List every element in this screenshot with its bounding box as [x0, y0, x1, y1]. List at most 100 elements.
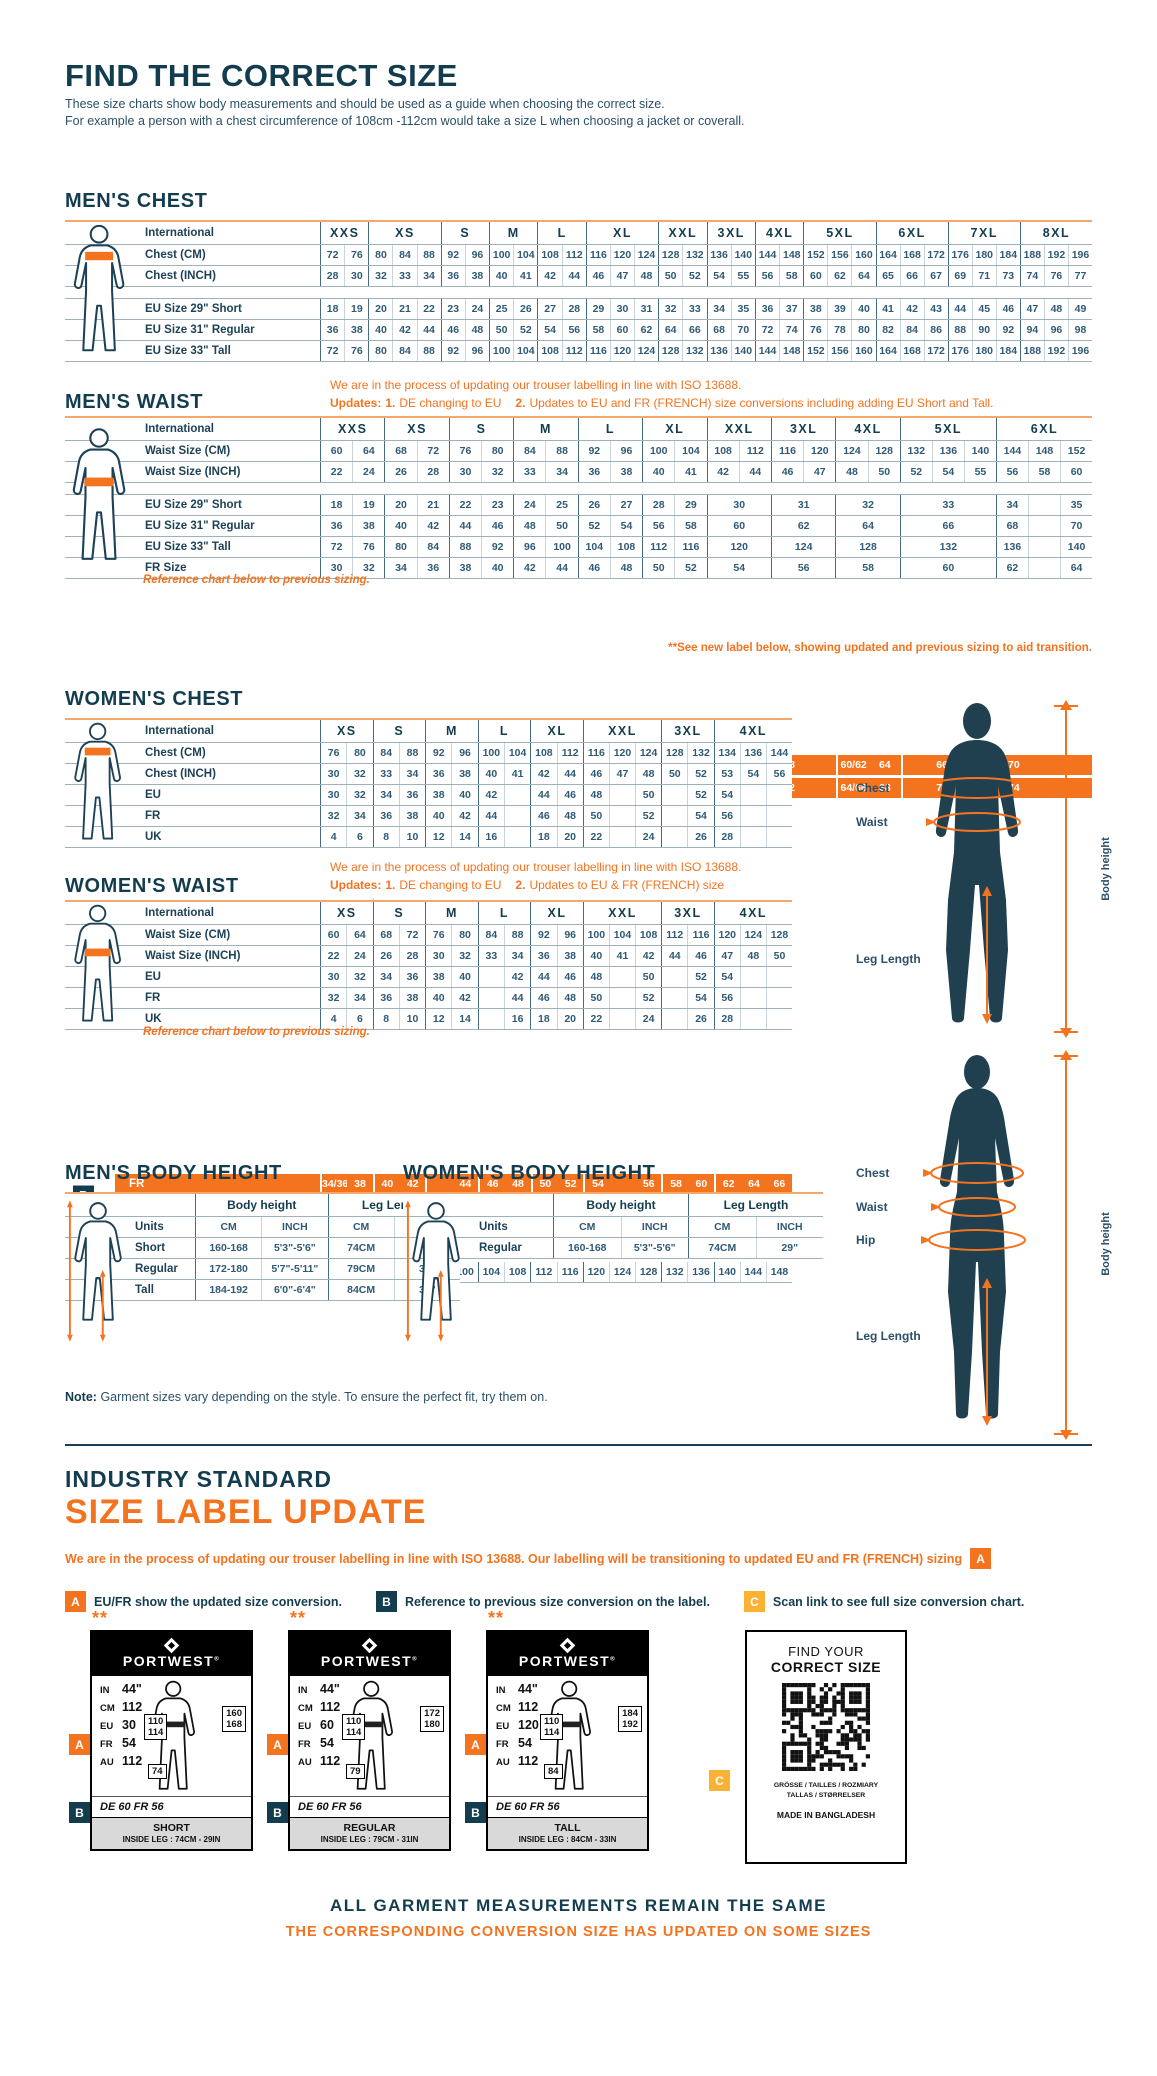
label-size-row: CM 112 [298, 1700, 341, 1714]
mens-measurement-figure: Chest Waist Leg Length Body height [856, 696, 1112, 1042]
height-measure-box: 160 168 [222, 1706, 246, 1732]
legacy-size-row: DE 60 FR 56 [92, 1796, 251, 1817]
badge-b: B [465, 1802, 486, 1823]
leg-measure-box: 79 [346, 1764, 365, 1779]
table-row: EU Size 33" Tall 72 76 80 84 88 92 96 100 104 108 1… [65, 341, 1092, 362]
industry-paragraph: We are in the process of updating our tr… [65, 1548, 1092, 1569]
table-header-row: International XXS XS S M L XL XXL 3XL 4XL 5XL 6XL [65, 416, 1092, 441]
legend-item-a: A EU/FR show the updated size conversion… [65, 1591, 342, 1612]
label-size-row: EU 60 [298, 1718, 334, 1732]
badge-c: C [743, 1591, 765, 1612]
row-label: EU Size 29" Short [145, 499, 242, 511]
row-label: Chest (INCH) [145, 768, 216, 780]
row-label: Waist Size (INCH) [145, 466, 241, 478]
male-chest-figure-icon [73, 224, 125, 352]
chest-label: Chest [856, 781, 890, 795]
portwest-label: PORTWEST® IN 44" CM 112 EU 60 FR 54 AU 112 110 114 17… [288, 1630, 451, 1851]
label-figure-icon [151, 1680, 195, 1790]
female-waist-figure-icon [74, 904, 121, 1022]
inside-leg: INSIDE LEG : 84CM - 33IN [518, 1835, 617, 1844]
row-label: Units [479, 1221, 508, 1233]
label-size-row: AU 112 [100, 1754, 143, 1768]
table-row: FR 34/36 38 40 42 44 46 48 50 52 54 56 58 60 62 64 66 [115, 1174, 792, 1194]
portwest-diamond-icon [361, 1637, 378, 1653]
row-label: Waist Size (INCH) [145, 950, 241, 962]
brand-name: PORTWEST® [320, 1652, 419, 1669]
intro-line-2: For example a person with a chest circum… [65, 114, 745, 128]
table-header-row: International XXS XS S M L XL XXL 3XL 4XL 5XL 6XL 7X… [65, 220, 1092, 245]
female-chest-figure-icon [74, 722, 121, 840]
row-label: International [145, 725, 215, 737]
row-label: EU Size 31" Regular [145, 324, 255, 336]
hip-label: Hip [856, 1233, 876, 1247]
mens-body-height-title: MEN'S BODY HEIGHT [65, 1162, 282, 1184]
waist-label: Waist [856, 1200, 888, 1214]
label-figure-icon [349, 1680, 393, 1790]
label-size-row: EU 120 [496, 1718, 539, 1732]
portwest-logo: PORTWEST® [92, 1632, 251, 1676]
portwest-logo: PORTWEST® [488, 1632, 647, 1676]
womens-waist-title: WOMEN'S WAIST [65, 875, 239, 897]
table-row: EU Size 31" Regular 36 38 40 42 44 46 48 50 52 54 5… [65, 516, 1092, 537]
row-label: International [145, 423, 215, 435]
table-header-row: International XS S M L XL XXL 3XL 4XL [65, 718, 792, 743]
body-height-section: MEN'S BODY HEIGHT Body height Leg L [65, 1162, 1092, 1362]
table-row: EU 30 32 34 36 38 40 42 44 46 48 50 52 54 [65, 785, 792, 806]
industry-kicker: INDUSTRY STANDARD [65, 1466, 333, 1492]
chest-label: Chest [856, 1166, 890, 1180]
label-size-row: FR 54 [496, 1736, 532, 1750]
waist-measure-box: 110 114 [144, 1714, 168, 1740]
label-footer: SHORT INSIDE LEG : 74CM - 29IN [92, 1817, 251, 1849]
label-size-row: AU 112 [496, 1754, 539, 1768]
industry-section: INDUSTRY STANDARD SIZE LABEL UPDATE We a… [65, 1466, 1092, 1612]
brand-name: PORTWEST® [122, 1652, 221, 1669]
row-label: Tall [135, 1284, 154, 1296]
mens-chest-size-table: International XXS XS S M L XL XXL 3XL 4XL 5XL 6XL 7X… [65, 220, 1092, 362]
womens-chest-title: WOMEN'S CHEST [65, 688, 244, 710]
label-body: IN 44" CM 112 EU 120 FR 54 AU 112 110 114 184 192 84 [488, 1676, 647, 1796]
size-label-card: ** A B PORTWEST® IN 44" CM 112 EU 60 FR 54 AU 112 110 1… [267, 1608, 451, 1851]
womens-waist-section: We are in the process of updating our tr… [65, 858, 792, 1283]
row-label: International [145, 227, 215, 239]
qr-correct-text: CORRECT SIZE [770, 1659, 882, 1675]
table-row: Waist Size (INCH) 22 24 26 28 30 32 33 34 36 38 40 4… [65, 946, 792, 967]
table-row: Waist Size (CM) 60 64 68 72 76 80 84 88 92 96 100 10… [65, 925, 792, 946]
mens-chest-title: MEN'S CHEST [65, 190, 208, 212]
inside-leg: INSIDE LEG : 74CM - 29IN [122, 1835, 221, 1844]
legend-row: A EU/FR show the updated size conversion… [65, 1591, 1092, 1612]
label-footer: REGULAR INSIDE LEG : 79CM - 31IN [290, 1817, 449, 1849]
portwest-label: PORTWEST® IN 44" CM 112 EU 30 FR 54 AU 112 110 114 16… [90, 1630, 253, 1851]
row-label: Regular [479, 1242, 522, 1254]
row-label: EU Size 31" Regular [145, 520, 255, 532]
qr-code [782, 1683, 870, 1771]
table-row: EU Size 29" Short 18 19 20 21 22 23 24 25 26 27 28 2… [65, 299, 1092, 320]
fit-name: SHORT [153, 1822, 190, 1834]
womens-body-height-title: WOMEN'S BODY HEIGHT [403, 1162, 656, 1184]
table-row: Regular 160-168 5'3"-5'6" 74CM 29" [403, 1238, 823, 1259]
womens-measurement-figure: Chest Waist Hip Leg Length Body height [856, 1044, 1112, 1444]
table-row: FR 32 34 36 38 40 42 44 46 48 50 52 54 56 [65, 806, 792, 827]
stars-marker: ** [290, 1608, 307, 1628]
mens-waist-section: We are in the process of updating our tr… [65, 376, 1092, 798]
waist-label: Waist [856, 815, 888, 829]
table-row: EU Size 33" Tall 72 76 80 84 88 92 96 100 104 108 1… [65, 537, 1092, 558]
woman-figure-graphic [921, 1050, 1078, 1440]
fit-name: REGULAR [343, 1822, 396, 1834]
label-size-row: EU 30 [100, 1718, 136, 1732]
qr-code-graphic [782, 1683, 870, 1771]
label-size-row: FR 54 [298, 1736, 334, 1750]
page-header: FIND THE CORRECT SIZE These size charts … [65, 58, 1092, 130]
intro-line-1: These size charts show body measurements… [65, 97, 665, 111]
label-size-rows: IN 44" CM 112 EU 120 FR 54 AU 112 [496, 1682, 539, 1772]
reference-note: Reference chart below to previous sizing… [143, 1026, 370, 1038]
womens-body-height-table: Body height Leg Length Units CM INCH CM INCH Re… [403, 1192, 823, 1259]
male-height-figure-icon [67, 1200, 122, 1342]
height-measure-box: 172 180 [420, 1706, 444, 1732]
womens-chest-size-table: International XS S M L XL XXL 3XL 4XL Chest (CM) 7… [65, 718, 792, 848]
stars-marker: ** [488, 1608, 505, 1628]
leg-measure-box: 74 [148, 1764, 167, 1779]
label-size-row: AU 112 [298, 1754, 341, 1768]
